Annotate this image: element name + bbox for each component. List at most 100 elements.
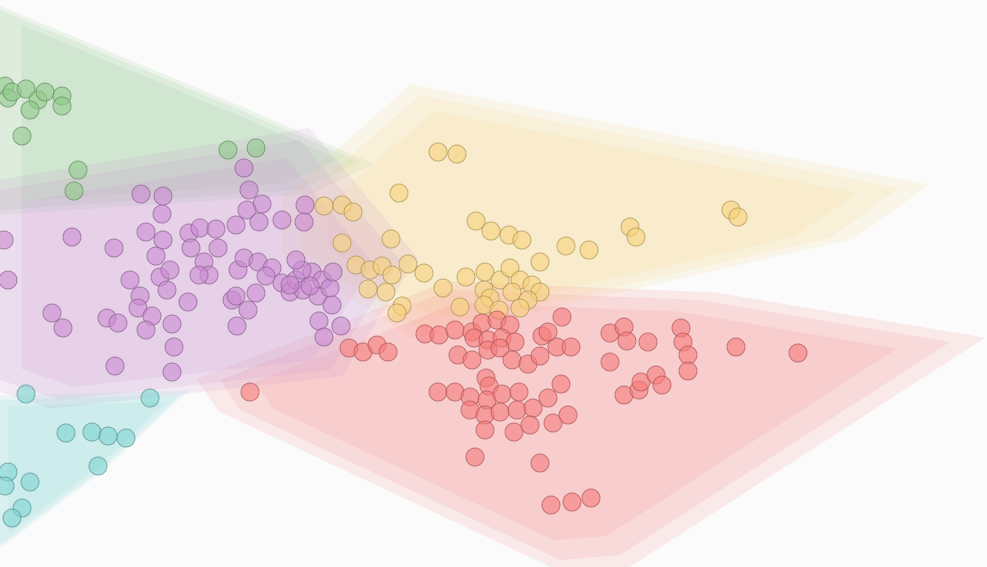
data-point-2-6	[430, 326, 448, 344]
data-point-2-25	[553, 308, 571, 326]
data-point-1-5	[344, 203, 362, 221]
data-point-1-18	[388, 304, 406, 322]
data-point-4-3	[83, 423, 101, 441]
data-point-3-63	[310, 312, 328, 330]
data-point-1-7	[382, 230, 400, 248]
data-point-1-2	[390, 184, 408, 202]
data-point-4-11	[3, 509, 21, 527]
data-point-3-28	[191, 219, 209, 237]
data-point-3-50	[250, 213, 268, 231]
data-point-2-62	[505, 423, 523, 441]
data-point-2-7	[446, 321, 464, 339]
data-point-4-1	[141, 389, 159, 407]
data-point-2-36	[727, 338, 745, 356]
data-point-0-5	[36, 83, 54, 101]
data-point-3-22	[137, 321, 155, 339]
data-point-3-25	[163, 363, 181, 381]
data-point-1-39	[557, 237, 575, 255]
data-point-2-51	[510, 383, 528, 401]
data-point-3-34	[190, 266, 208, 284]
data-point-2-30	[618, 332, 636, 350]
data-point-2-22	[531, 347, 549, 365]
data-point-3-8	[106, 357, 124, 375]
data-point-4-6	[89, 457, 107, 475]
data-point-3-4	[43, 304, 61, 322]
data-point-1-0	[429, 143, 447, 161]
data-point-4-9	[0, 477, 14, 495]
data-point-2-35	[679, 362, 697, 380]
data-point-1-14	[399, 255, 417, 273]
data-point-1-12	[359, 280, 377, 298]
data-point-3-19	[161, 261, 179, 279]
data-point-1-11	[383, 266, 401, 284]
data-point-1-34	[531, 253, 549, 271]
data-point-1-42	[627, 228, 645, 246]
data-point-3-5	[54, 319, 72, 337]
data-point-3-47	[240, 181, 258, 199]
data-point-2-50	[493, 385, 511, 403]
data-point-4-2	[57, 424, 75, 442]
data-point-1-33	[511, 299, 529, 317]
data-point-2-64	[466, 448, 484, 466]
data-point-2-27	[539, 323, 557, 341]
data-point-4-8	[21, 473, 39, 491]
cluster-hull-4-layer-2	[8, 402, 166, 534]
data-point-2-58	[552, 375, 570, 393]
data-point-3-46	[235, 159, 253, 177]
data-point-3-23	[163, 315, 181, 333]
data-point-2-43	[653, 376, 671, 394]
data-point-0-8	[21, 101, 39, 119]
data-point-3-68	[324, 263, 342, 281]
data-point-2-55	[508, 401, 526, 419]
data-point-3-18	[158, 281, 176, 299]
data-point-1-19	[457, 268, 475, 286]
data-point-1-3	[315, 197, 333, 215]
data-point-3-37	[228, 317, 246, 335]
data-point-3-53	[295, 213, 313, 231]
data-point-2-34	[679, 346, 697, 364]
data-point-1-38	[513, 231, 531, 249]
data-point-3-43	[257, 267, 275, 285]
data-point-3-52	[296, 196, 314, 214]
data-point-3-26	[179, 293, 197, 311]
data-point-3-11	[153, 205, 171, 223]
data-point-3-0	[0, 231, 13, 249]
data-point-3-61	[321, 279, 339, 297]
data-point-2-0	[241, 383, 259, 401]
data-point-2-17	[463, 351, 481, 369]
data-point-2-4	[379, 343, 397, 361]
data-point-2-68	[582, 489, 600, 507]
data-point-1-6	[333, 234, 351, 252]
data-point-2-37	[789, 344, 807, 362]
data-point-1-15	[415, 264, 433, 282]
data-point-3-12	[137, 223, 155, 241]
data-point-2-65	[531, 454, 549, 472]
data-point-3-1	[0, 271, 17, 289]
data-point-2-46	[429, 383, 447, 401]
data-point-2-38	[601, 353, 619, 371]
data-point-3-3	[105, 239, 123, 257]
data-point-0-10	[69, 161, 87, 179]
data-point-3-14	[147, 247, 165, 265]
data-point-3-36	[227, 287, 245, 305]
data-point-3-51	[273, 211, 291, 229]
data-point-2-31	[639, 333, 657, 351]
data-point-3-67	[287, 251, 305, 269]
data-point-2-57	[539, 389, 557, 407]
data-point-3-24	[165, 338, 183, 356]
data-point-1-16	[434, 279, 452, 297]
data-point-4-0	[17, 385, 35, 403]
data-point-3-30	[182, 239, 200, 257]
data-point-0-11	[65, 182, 83, 200]
data-point-3-44	[247, 284, 265, 302]
data-point-3-69	[281, 276, 299, 294]
data-point-0-13	[247, 139, 265, 157]
data-point-1-40	[580, 241, 598, 259]
data-point-2-61	[476, 421, 494, 439]
data-point-3-45	[227, 216, 245, 234]
data-point-2-66	[542, 496, 560, 514]
data-point-1-36	[482, 222, 500, 240]
data-point-3-13	[154, 231, 172, 249]
data-point-1-30	[451, 298, 469, 316]
data-point-0-9	[13, 127, 31, 145]
